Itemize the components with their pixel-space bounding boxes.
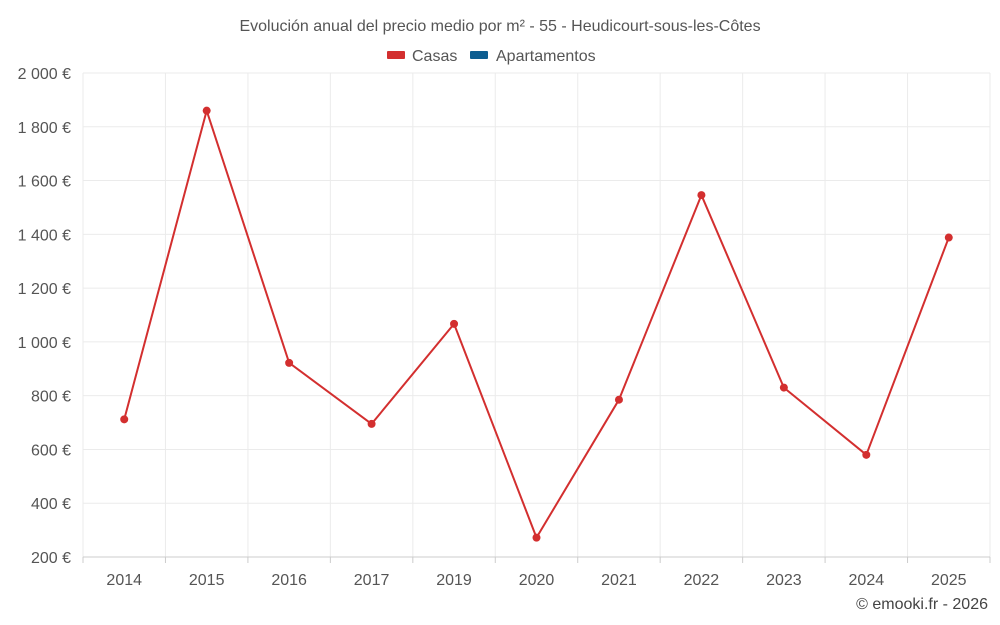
- credit-text: © emooki.fr - 2026: [856, 596, 988, 613]
- x-tick-label: 2021: [601, 572, 637, 589]
- grid: [82, 72, 991, 558]
- y-axis: 200 € 400 € 600 € 800 € 1 000 € 1 200 € 1 400 …: [18, 66, 71, 567]
- y-tick-label: 1 600 €: [18, 174, 71, 191]
- x-tick-label: 2020: [519, 572, 555, 589]
- data-point-casas[interactable]: [367, 419, 376, 428]
- x-tick-label: 2019: [436, 572, 472, 589]
- x-tick-label: 2022: [684, 572, 720, 589]
- legend-swatch-casas[interactable]: [387, 51, 405, 59]
- data-point-casas[interactable]: [450, 319, 459, 328]
- data-point-casas[interactable]: [532, 533, 541, 542]
- data-point-casas[interactable]: [779, 383, 788, 392]
- data-point-casas[interactable]: [862, 450, 871, 459]
- y-tick-label: 800 €: [31, 389, 71, 406]
- x-axis: 2014 2015 2016 2017 2019 2020 2021 2022 2023 2024…: [82, 556, 991, 589]
- legend-swatch-apartamentos[interactable]: [470, 51, 488, 59]
- data-point-casas[interactable]: [202, 106, 211, 115]
- y-tick-label: 200 €: [31, 550, 71, 567]
- data-point-casas[interactable]: [285, 358, 294, 367]
- x-tick-label: 2023: [766, 572, 802, 589]
- data-point-casas[interactable]: [614, 395, 623, 404]
- legend-label-apartamentos[interactable]: Apartamentos: [496, 48, 596, 65]
- x-tick-label: 2016: [271, 572, 307, 589]
- x-tick-label: 2025: [931, 572, 967, 589]
- x-tick-label: 2015: [189, 572, 225, 589]
- y-tick-label: 1 800 €: [18, 120, 71, 137]
- data-point-casas[interactable]: [944, 233, 953, 242]
- y-tick-label: 1 200 €: [18, 281, 71, 298]
- x-tick-label: 2017: [354, 572, 390, 589]
- data-point-casas[interactable]: [697, 191, 706, 200]
- x-tick-label: 2014: [106, 572, 142, 589]
- y-tick-label: 2 000 €: [18, 66, 71, 83]
- y-tick-label: 1 000 €: [18, 335, 71, 352]
- y-tick-label: 400 €: [31, 496, 71, 513]
- x-tick-label: 2024: [849, 572, 885, 589]
- data-point-casas[interactable]: [120, 415, 129, 424]
- chart-title: Evolución anual del precio medio por m² …: [239, 18, 760, 35]
- y-tick-label: 600 €: [31, 442, 71, 459]
- series-casas: [120, 106, 953, 542]
- y-tick-label: 1 400 €: [18, 227, 71, 244]
- chart-legend: Casas Apartamentos: [387, 48, 596, 65]
- legend-label-casas[interactable]: Casas: [412, 48, 457, 65]
